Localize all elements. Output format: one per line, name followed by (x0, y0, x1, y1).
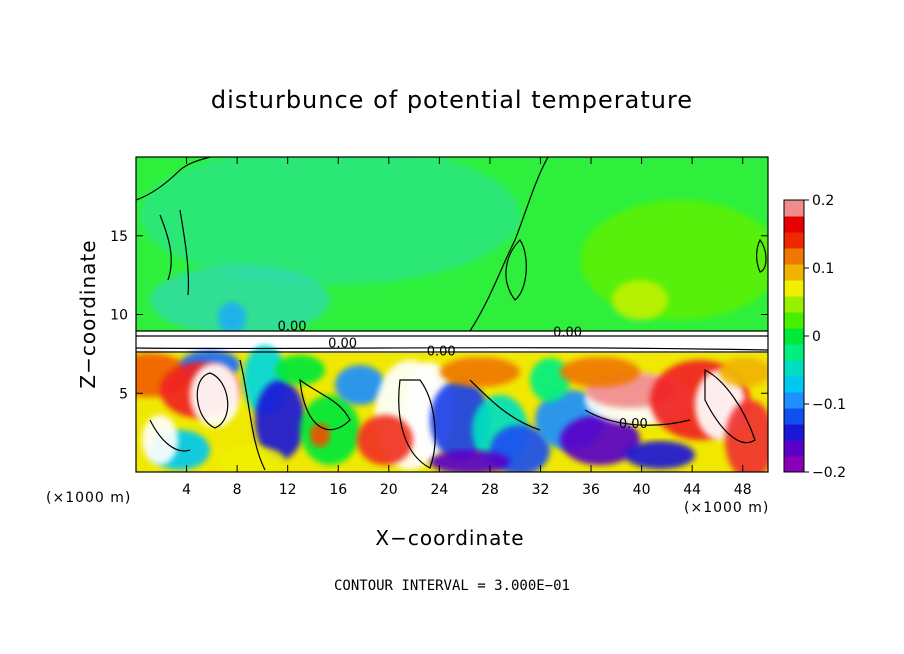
x-tick-label: 12 (279, 482, 297, 498)
colorbar-tick-label: 0 (812, 329, 821, 345)
colorbar-tick-label: −0.1 (812, 397, 846, 413)
x-tick-label: 40 (633, 482, 651, 498)
x-tick-label: 8 (233, 482, 242, 498)
colorbar-segment (784, 264, 804, 281)
colorbar: 0.2 0.1 0 −0.1 −0.2 (783, 193, 846, 481)
contour-label: 0.00 (328, 337, 357, 352)
contour-lines (136, 157, 768, 471)
x-tick-label: 36 (582, 482, 600, 498)
x-tick-label: 32 (532, 482, 550, 498)
x-axis: 4 8 12 16 20 24 28 32 36 40 44 48 (182, 157, 752, 498)
y-tick-label: 5 (119, 386, 128, 402)
x-tick-label: 28 (481, 482, 499, 498)
colorbar-segment (784, 392, 804, 409)
contour-label: 0.00 (619, 417, 648, 432)
upper-yellow-zone (612, 280, 668, 320)
colorbar-segment (784, 360, 804, 377)
upper-cyan-zone (140, 157, 520, 285)
colorbar-segment (784, 296, 804, 313)
colorbar-tick-label: −0.2 (812, 465, 846, 481)
x-tick-label: 48 (734, 482, 752, 498)
colorbar-tick-label: 0.1 (812, 261, 834, 277)
x-tick-label: 16 (329, 482, 347, 498)
colorbar-segment (784, 376, 804, 393)
x-tick-label: 4 (182, 482, 191, 498)
y-tick-label: 10 (110, 308, 128, 324)
contour-label-group: 0.00 0.00 0.00 0.00 0.00 (278, 319, 648, 432)
y-axis-label: Z−coordinate (76, 239, 100, 389)
x-unit-label: (×1000 m) (684, 500, 770, 516)
colorbar-segment (784, 280, 804, 297)
colorbar-segment (784, 440, 804, 457)
colorbar-tick-label: 0.2 (812, 193, 834, 209)
x-axis-label: X−coordinate (375, 526, 525, 550)
chart-title: disturbunce of potential temperature (210, 86, 694, 114)
colorbar-segment (784, 200, 804, 217)
upper-yellowgreen-zone (580, 200, 768, 320)
colorbar-segment (784, 456, 804, 473)
x-tick-label: 44 (683, 482, 701, 498)
colorbar-segment (784, 424, 804, 441)
colorbar-segment (784, 216, 804, 233)
colorbar-segment (784, 312, 804, 329)
colorbar-segment (784, 232, 804, 249)
x-tick-label: 24 (430, 482, 448, 498)
upper-cyan-zone (150, 265, 330, 335)
potential-temperature-field (136, 157, 768, 472)
y-unit-label: (×1000 m) (46, 490, 132, 506)
x-tick-label: 20 (380, 482, 398, 498)
colorbar-segment (784, 344, 804, 361)
upper-blue-zone (218, 302, 246, 334)
y-tick-label: 15 (110, 229, 128, 245)
contour-label: 0.00 (427, 344, 456, 359)
contour-interval-note: CONTOUR INTERVAL = 3.000E−01 (333, 578, 570, 594)
colorbar-segment (784, 328, 804, 345)
y-axis: 5 10 15 (110, 229, 768, 402)
lower-field (136, 345, 768, 472)
colorbar-segment (784, 408, 804, 425)
contour-label: 0.00 (553, 326, 582, 341)
contour-label: 0.00 (278, 319, 307, 334)
colorbar-segment (784, 248, 804, 265)
